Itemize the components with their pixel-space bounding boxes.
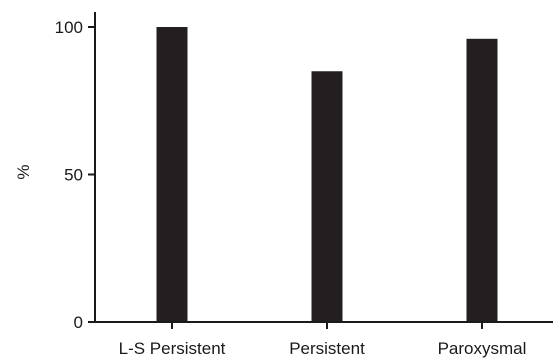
- plot-area: 0 50 100 L-S Persistent Persistent Paroxysma…: [55, 12, 553, 358]
- x-axis-ticks: L-S Persistent Persistent Paroxysmal: [119, 322, 527, 358]
- bar-l-s-persistent: [156, 27, 188, 322]
- y-axis-title: %: [14, 164, 33, 179]
- bar-persistent: [311, 71, 343, 322]
- y-tick-label: 100: [55, 18, 83, 37]
- y-tick-label: 50: [64, 166, 83, 185]
- x-tick-label: L-S Persistent: [119, 339, 226, 358]
- bar-paroxysmal: [466, 38, 498, 323]
- x-tick-label: Paroxysmal: [438, 339, 527, 358]
- y-tick-label: 0: [74, 313, 83, 332]
- bars: [156, 27, 498, 323]
- y-axis-ticks: 0 50 100: [55, 18, 95, 332]
- x-tick-label: Persistent: [289, 339, 365, 358]
